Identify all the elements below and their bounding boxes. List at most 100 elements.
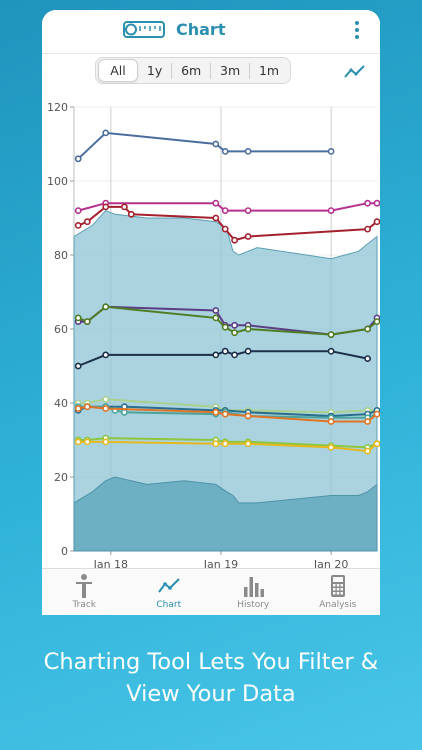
data-point[interactable]: [127, 210, 135, 218]
more-vertical-icon[interactable]: [351, 18, 363, 46]
series-9: [74, 403, 380, 425]
data-point[interactable]: [244, 412, 252, 420]
data-point[interactable]: [83, 438, 91, 446]
series-2: [74, 203, 380, 244]
caption-line-1: Charting Tool Lets You Filter &: [43, 649, 379, 675]
series-5: [74, 347, 371, 370]
series-line-0: [77, 131, 332, 160]
data-point[interactable]: [102, 405, 110, 412]
filter-all[interactable]: All: [98, 59, 138, 82]
y-tick-label: 0: [61, 545, 68, 558]
data-point[interactable]: [102, 129, 110, 137]
data-point[interactable]: [373, 318, 380, 325]
data-point[interactable]: [74, 314, 82, 322]
data-point[interactable]: [83, 403, 91, 411]
data-point[interactable]: [364, 199, 371, 207]
series-line-1: [77, 202, 377, 212]
data-point[interactable]: [121, 203, 128, 211]
data-point[interactable]: [74, 221, 82, 229]
data-point[interactable]: [364, 325, 371, 333]
data-point[interactable]: [327, 347, 335, 355]
data-point[interactable]: [231, 329, 238, 337]
data-point[interactable]: [327, 443, 335, 451]
series-line-4: [77, 305, 378, 336]
data-point[interactable]: [244, 148, 252, 155]
data-point[interactable]: [364, 225, 371, 233]
data-point[interactable]: [373, 218, 380, 226]
data-point[interactable]: [74, 405, 82, 412]
tab-chart[interactable]: Chart: [127, 569, 212, 615]
data-point[interactable]: [327, 418, 335, 425]
data-point[interactable]: [74, 207, 82, 214]
data-point[interactable]: [327, 331, 335, 338]
person-icon: [76, 574, 93, 598]
x-tick-label: Jan 19: [203, 558, 238, 568]
data-point[interactable]: [364, 447, 371, 455]
line-chart-icon[interactable]: [343, 62, 367, 80]
data-point[interactable]: [244, 347, 252, 355]
data-point[interactable]: [212, 199, 220, 207]
data-point[interactable]: [83, 218, 91, 226]
app-screen: Chart All 1y 6m 3m 1m 120 100 80 60 40 20 0 Jan…: [42, 10, 380, 615]
data-point[interactable]: [102, 395, 110, 403]
tab-analysis[interactable]: Analysis: [296, 569, 381, 615]
data-point[interactable]: [221, 440, 229, 448]
data-point[interactable]: [244, 325, 252, 333]
line-chart-icon: [157, 578, 180, 593]
range-filter: All 1y 6m 3m 1m: [95, 57, 291, 84]
series-0: [74, 129, 335, 163]
area-band-0: [73, 210, 378, 552]
caption-line-2: View Your Data: [126, 681, 296, 707]
data-point[interactable]: [212, 140, 220, 148]
y-tick-label: 20: [54, 471, 68, 484]
bar-chart-icon: [244, 577, 265, 597]
data-point[interactable]: [212, 351, 220, 359]
filter-1y[interactable]: 1y: [146, 62, 163, 78]
data-point[interactable]: [221, 148, 229, 155]
data-point[interactable]: [121, 408, 128, 416]
data-point[interactable]: [212, 307, 220, 314]
filter-row: All 1y 6m 3m 1m: [42, 54, 380, 94]
data-point[interactable]: [102, 203, 110, 211]
data-point[interactable]: [231, 236, 238, 244]
data-point[interactable]: [327, 148, 335, 155]
data-point[interactable]: [221, 323, 229, 331]
data-point[interactable]: [74, 362, 82, 370]
series-11: [74, 438, 380, 455]
filter-1m[interactable]: 1m: [249, 62, 288, 79]
data-point[interactable]: [244, 207, 252, 214]
data-point[interactable]: [231, 321, 238, 329]
data-point[interactable]: [221, 207, 229, 214]
data-point[interactable]: [364, 355, 371, 362]
data-point[interactable]: [212, 408, 220, 416]
tab-chart-label: Chart: [156, 600, 182, 610]
tab-history[interactable]: History: [211, 569, 296, 615]
data-point[interactable]: [221, 225, 229, 233]
data-point[interactable]: [212, 214, 220, 222]
data-point[interactable]: [74, 155, 82, 163]
filter-6m[interactable]: 6m: [171, 62, 210, 79]
x-tick-label: Jan 20: [313, 558, 348, 568]
data-point[interactable]: [102, 351, 110, 359]
data-point[interactable]: [231, 351, 238, 359]
data-point[interactable]: [373, 199, 380, 207]
filter-3m[interactable]: 3m: [210, 62, 249, 79]
data-point[interactable]: [373, 410, 380, 418]
data-point[interactable]: [244, 440, 252, 448]
data-point[interactable]: [327, 207, 335, 214]
tab-track[interactable]: Track: [42, 569, 127, 615]
data-point[interactable]: [102, 303, 110, 311]
data-point[interactable]: [244, 233, 252, 240]
data-point[interactable]: [102, 438, 110, 446]
data-point[interactable]: [373, 440, 380, 448]
series-4: [74, 303, 380, 338]
data-point[interactable]: [221, 410, 229, 418]
data-point[interactable]: [212, 314, 220, 322]
y-tick-label: 120: [47, 101, 68, 114]
data-point[interactable]: [74, 438, 82, 446]
data-point[interactable]: [364, 418, 371, 425]
data-point[interactable]: [221, 347, 229, 355]
measurement-chart[interactable]: 120 100 80 60 40 20 0 Jan 18 Jan 19 Jan 20: [42, 94, 380, 568]
data-point[interactable]: [83, 318, 91, 325]
data-point[interactable]: [212, 440, 220, 448]
